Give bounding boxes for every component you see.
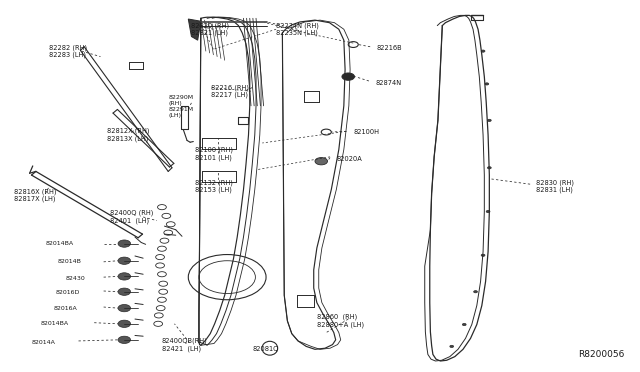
Circle shape (450, 345, 454, 347)
Circle shape (488, 167, 492, 169)
Polygon shape (188, 19, 201, 40)
Text: 82016A: 82016A (54, 306, 77, 311)
Text: 82400Q (RH)
82401  (LH): 82400Q (RH) 82401 (LH) (110, 210, 153, 224)
Text: 82400QB(RH)
82421  (LH): 82400QB(RH) 82421 (LH) (162, 337, 208, 352)
Text: 82234N (RH)
82235N (LH): 82234N (RH) 82235N (LH) (276, 22, 319, 36)
Circle shape (342, 73, 355, 80)
Text: R8200056: R8200056 (578, 350, 624, 359)
Circle shape (474, 291, 477, 293)
Text: 82100 (RH)
82101 (LH): 82100 (RH) 82101 (LH) (195, 147, 232, 161)
Circle shape (462, 323, 466, 326)
Text: 82812X (RH)
82813X (LH): 82812X (RH) 82813X (LH) (107, 128, 149, 142)
Text: 82132 (RH)
82153 (LH): 82132 (RH) 82153 (LH) (195, 179, 232, 193)
Circle shape (118, 320, 131, 327)
Circle shape (488, 119, 492, 122)
Text: 82014A: 82014A (31, 340, 56, 344)
Text: 82820 (RH)
82821 (LH): 82820 (RH) 82821 (LH) (191, 22, 230, 36)
Text: 82816X (RH)
82817X (LH): 82816X (RH) 82817X (LH) (14, 188, 56, 202)
Text: 82860  (RH)
82880+A (LH): 82860 (RH) 82880+A (LH) (317, 314, 364, 328)
Circle shape (118, 273, 131, 280)
Text: 82016D: 82016D (55, 290, 80, 295)
Circle shape (118, 304, 131, 312)
Text: 82100H: 82100H (353, 129, 380, 135)
Text: 82830 (RH)
82831 (LH): 82830 (RH) 82831 (LH) (536, 179, 574, 193)
Text: 82014BA: 82014BA (45, 241, 74, 246)
Circle shape (481, 50, 485, 52)
Circle shape (118, 336, 131, 343)
Circle shape (486, 211, 490, 213)
Text: 82874N: 82874N (375, 80, 401, 86)
Text: 82216 (RH)
82217 (LH): 82216 (RH) 82217 (LH) (211, 84, 250, 98)
Text: 82216B: 82216B (376, 45, 402, 51)
Circle shape (481, 254, 485, 256)
Circle shape (118, 240, 131, 247)
Text: 82081Q: 82081Q (252, 346, 278, 352)
Circle shape (118, 257, 131, 264)
Text: 82014B: 82014B (58, 259, 82, 264)
Text: 82020A: 82020A (337, 155, 363, 162)
Text: 82430: 82430 (66, 276, 86, 281)
Circle shape (118, 288, 131, 295)
Circle shape (315, 158, 328, 165)
Circle shape (485, 83, 489, 85)
Text: 82014BA: 82014BA (41, 321, 69, 326)
Text: 82290M
(RH)
82291M
(LH): 82290M (RH) 82291M (LH) (168, 95, 193, 118)
Text: 82282 (RH)
82283 (LH): 82282 (RH) 82283 (LH) (49, 44, 87, 58)
